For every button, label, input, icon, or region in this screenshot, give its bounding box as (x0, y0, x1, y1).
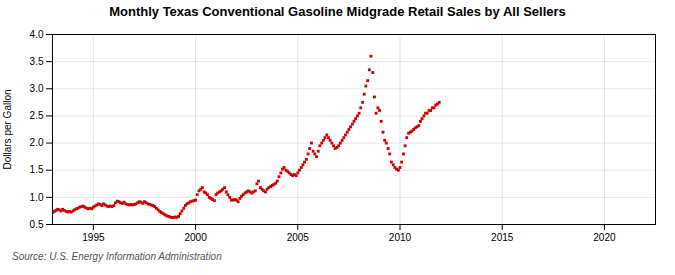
svg-text:1.5: 1.5 (30, 164, 44, 175)
svg-text:1.0: 1.0 (30, 192, 44, 203)
svg-text:2.0: 2.0 (30, 137, 44, 148)
svg-text:2000: 2000 (184, 232, 207, 243)
svg-text:2010: 2010 (389, 232, 412, 243)
svg-text:3.0: 3.0 (30, 83, 44, 94)
html-text:Monthly Texas Conventional Gas: Monthly Texas Conventional Gasoline Midg… (109, 4, 566, 19)
svg-text:0.5: 0.5 (30, 219, 44, 230)
svg-text:2015: 2015 (491, 232, 514, 243)
svg-text:Dollars per Gallon: Dollars per Gallon (2, 89, 13, 169)
svg-text:2.5: 2.5 (30, 110, 44, 121)
svg-text:4.0: 4.0 (30, 29, 44, 40)
svg-text:3.5: 3.5 (30, 56, 44, 67)
svg-text:2005: 2005 (287, 232, 310, 243)
svg-text:2020: 2020 (593, 232, 616, 243)
svg-text:1995: 1995 (82, 232, 105, 243)
html-text:Source: U.S. Energy Informatio: Source: U.S. Energy Information Administ… (12, 251, 222, 262)
